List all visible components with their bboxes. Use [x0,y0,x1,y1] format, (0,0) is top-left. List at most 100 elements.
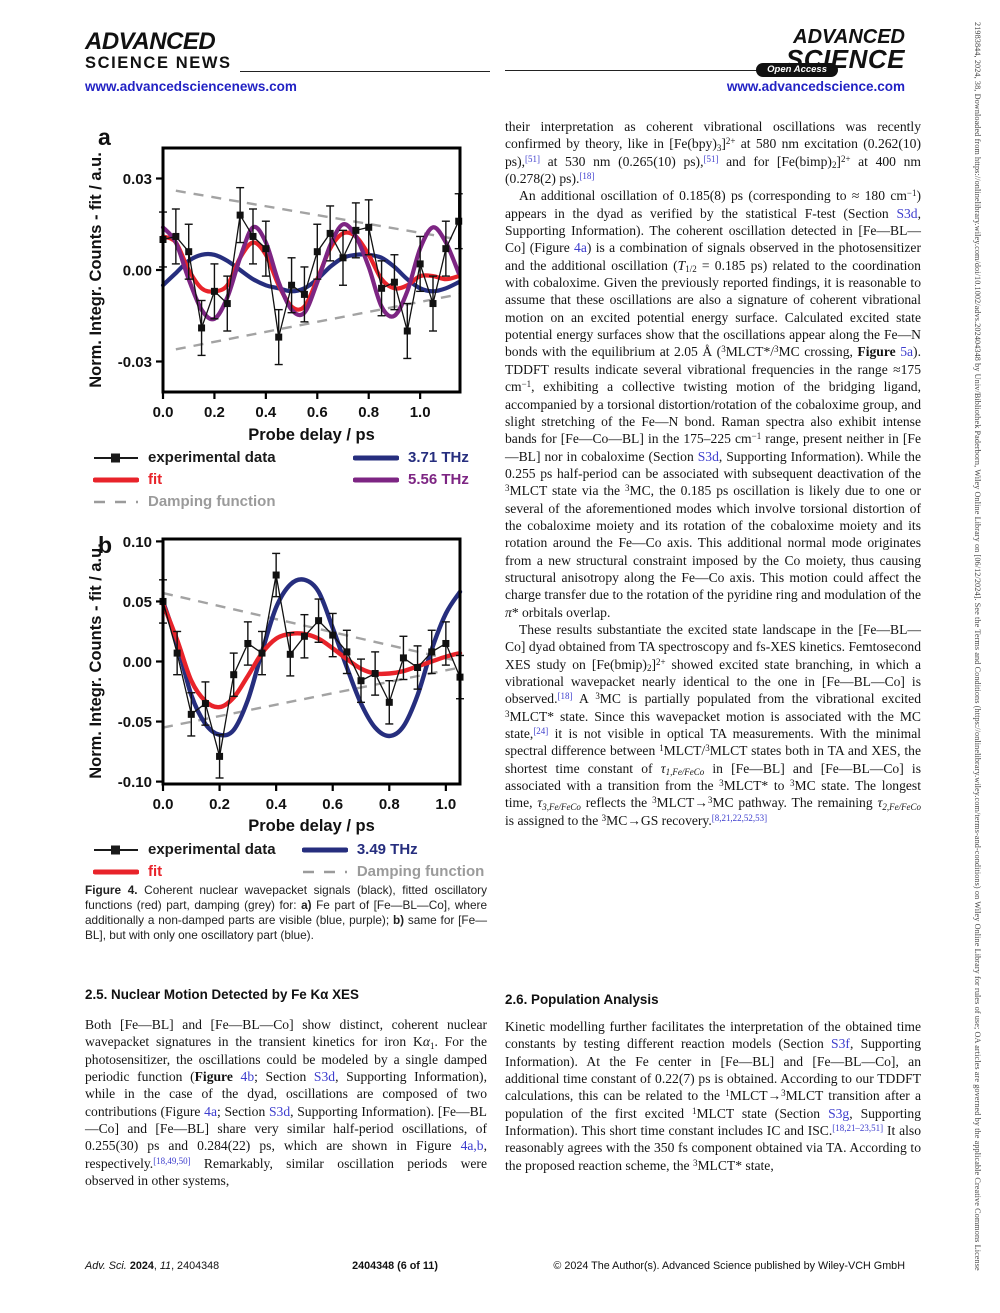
legend-line-icon [93,477,139,482]
text-segment: MC, the 0.185 ps oscillation is likely d… [505,483,921,603]
text-segment: ] [651,656,656,672]
inline-link[interactable]: [18] [557,691,573,702]
figure4-panel-a-chart: 0.0 0.2 0.4 0.6 0.8 1.0 0.03 0.00 -0.03 Probe del… [87,124,463,444]
text-segment: 3 [716,142,722,153]
inline-link[interactable]: S3d [313,1069,336,1085]
inline-link[interactable]: S3f [831,1036,850,1052]
inline-link[interactable]: [51] [525,153,540,164]
text-segment: same for [Fe—BL], but with only one osci… [85,912,487,942]
text-segment: ; Section [254,1069,314,1085]
text-segment: 3 [781,1088,786,1099]
advanced-science-news-logo: ADVANCED SCIENCE NEWS [85,30,232,72]
svg-text:0.2: 0.2 [209,796,230,813]
svg-text:-0.10: -0.10 [118,774,152,791]
inline-link[interactable]: S3d [896,205,918,221]
text-segment: These results substantiate the excited s… [505,621,921,672]
text-segment: −1 [906,188,917,199]
inline-link[interactable]: 4a,b [460,1138,484,1154]
text-segment: −1 [751,431,762,442]
inline-link[interactable]: 5a [900,344,914,360]
inline-link[interactable]: 4a [574,240,587,256]
inline-link[interactable]: S3d [697,448,719,464]
text-segment: at 400 nm (0.278(2) ps). [505,153,921,187]
legend-label: Damping function [356,863,485,880]
inline-link[interactable]: [18,21–23,51] [832,1123,884,1134]
text-segment: range, present neither in [Fe—BL] nor in… [505,431,921,464]
text-segment: , 2404348 [171,1260,220,1272]
left-column: 0.0 0.2 0.4 0.6 0.8 1.0 0.03 0.00 -0.03 Probe del… [85,115,487,1188]
legend-label: experimental data [148,841,276,858]
text-segment: −1 [521,379,532,390]
text-segment: Coherent nuclear wavepacket signals (bla… [85,883,487,912]
legend-label: fit [148,471,163,488]
text-segment: Figure 4. [85,883,138,897]
text-segment: Figure [194,1069,233,1085]
legend-a-item-1: 3.71 THz [353,449,487,466]
text-segment: 3 [595,691,600,702]
text-segment: * orbitals overlap. [511,604,611,620]
text-segment: , Supporting Information). The coherent … [505,205,921,256]
text-segment: τ [660,760,666,776]
advancedscience-url[interactable]: www.advancedscience.com [726,79,905,94]
figure4-panel-b-legend: experimental data 3.49 THz fit Damping func… [93,841,487,880]
legend-marker-line-icon [94,845,138,854]
text-segment: 2+ [840,153,851,164]
inline-link[interactable]: 4b [240,1069,255,1085]
section-2-6-heading: 2.6. Population Analysis [505,992,659,1007]
logo-line-science-news: SCIENCE NEWS [85,54,232,72]
text-segment: MLCT state (Section [696,1105,829,1121]
text-segment: MLCT→ [729,1088,782,1104]
open-access-badge: Open Access [756,63,838,77]
text-segment: , respectively. [85,1138,487,1171]
inline-link[interactable]: 4a [204,1103,218,1119]
legend-label: experimental data [148,449,276,466]
inline-link[interactable]: [18] [579,171,595,181]
figure4-panel-b-chart: 0.0 0.2 0.4 0.6 0.8 1.0 0.10 0.05 0.00 -0.05 -0.10… [87,532,464,835]
text-segment: 1 [429,1040,435,1051]
legend-b-item-2: fit [93,863,302,880]
text-segment: 2+ [725,136,736,147]
text-segment: a) [301,897,312,912]
svg-text:0.10: 0.10 [123,534,152,551]
text-segment [233,1069,241,1084]
legend-label: fit [148,863,163,880]
footer-citation: Adv. Sci. 2024, 11, 2404348 [85,1260,219,1272]
svg-text:Probe delay / ps: Probe delay / ps [248,817,375,835]
text-segment: 2,Fe/FeCo [882,801,921,812]
text-segment: Fe part of [Fe—BL—Co], where additionall… [85,897,488,927]
legend-marker-line-icon [94,453,138,462]
inline-link[interactable]: [24] [533,726,549,736]
inline-link[interactable]: S3d [268,1103,291,1119]
text-segment: Adv. Sci. [85,1260,130,1272]
text-segment: , exhibiting a collective twisting motio… [505,379,921,447]
header-rule-left [240,71,490,73]
text-segment: α [422,1034,430,1050]
text-segment: 3 [774,344,779,355]
text-segment: τ [537,795,543,811]
text-segment: ; Section [217,1103,269,1119]
inline-link[interactable]: [8,21,22,52,53] [711,812,768,823]
legend-label: Damping function [148,493,276,510]
inline-link[interactable]: S3g [828,1105,850,1121]
text-segment: A [572,691,596,707]
text-segment: 1 [691,1105,697,1116]
legend-label: 3.49 THz [356,841,418,858]
text-segment: 3,Fe/FeCo [542,801,581,812]
legend-line-icon [353,455,400,460]
text-segment: MLCT states both in TA and XES, the shor… [505,743,921,776]
logo-line-advanced: ADVANCED [793,26,905,48]
advancedsciencenews-url[interactable]: www.advancedsciencenews.com [85,79,297,94]
inline-link[interactable]: [18,49,50] [153,1155,191,1166]
text-segment: and for [Fe(bimp) [718,153,832,169]
inline-link[interactable]: [51] [703,153,719,164]
text-segment: Remarkably, similar oscillation periods … [85,1155,487,1189]
svg-text:0.00: 0.00 [123,654,152,671]
svg-text:0.4: 0.4 [255,404,277,421]
legend-b-item-3: Damping function [302,863,487,880]
legend-dash-icon [302,870,347,873]
text-segment: π [505,604,512,620]
svg-text:0.05: 0.05 [123,594,152,611]
text-segment: ). TDDFT results indicate several vibrat… [505,344,921,395]
svg-text:0.8: 0.8 [358,404,379,421]
